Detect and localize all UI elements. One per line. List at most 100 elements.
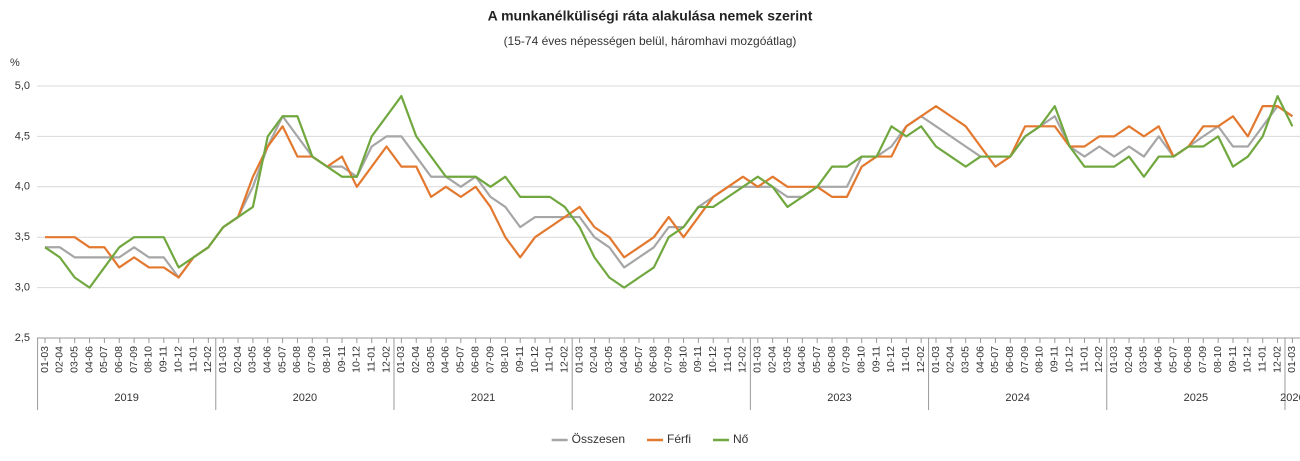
y-tick-label: 3,5 — [15, 231, 30, 243]
x-tick-label: 12-02 — [915, 346, 927, 373]
x-tick-label: 01-03 — [1286, 346, 1298, 373]
y-tick-label: 2,5 — [15, 332, 30, 344]
x-tick-label: 04-06 — [974, 346, 986, 373]
x-tick-label: 05-07 — [98, 346, 110, 373]
x-tick-label: 02-04 — [54, 346, 66, 373]
x-tick-label: 03-05 — [603, 346, 615, 373]
x-tick-label: 07-09 — [306, 346, 318, 373]
x-tick-label: 02-04 — [766, 346, 778, 373]
x-tick-label: 12-02 — [737, 346, 749, 373]
x-tick-label: 07-09 — [1019, 346, 1031, 373]
x-tick-label: 08-10 — [856, 346, 868, 373]
series-line — [44, 94, 1294, 289]
x-tick-label: 04-06 — [796, 346, 808, 373]
x-tick-label: 02-04 — [410, 346, 422, 373]
x-tick-label: 10-12 — [707, 346, 719, 373]
x-tick-label: 03-05 — [425, 346, 437, 373]
year-label: 2021 — [471, 392, 495, 404]
x-tick-label: 09-11 — [514, 346, 526, 372]
x-tick-label: 03-05 — [247, 346, 259, 373]
x-tick-label: 11-01 — [1256, 346, 1268, 372]
x-tick-label: 11-01 — [722, 346, 734, 372]
x-tick-label: 01-03 — [573, 346, 585, 373]
x-tick-label: 06-08 — [648, 346, 660, 373]
y-tick-label: 4,0 — [15, 181, 30, 193]
x-tick-label: 06-08 — [469, 346, 481, 373]
x-tick-label: 12-02 — [1271, 346, 1283, 373]
x-tick-label: 10-12 — [1242, 346, 1254, 373]
x-tick-label: 03-05 — [1138, 346, 1150, 373]
x-tick-label: 05-07 — [276, 346, 288, 373]
x-tick-label: 11-01 — [900, 346, 912, 372]
x-tick-label: 06-08 — [1182, 346, 1194, 373]
x-tick-label: 11-01 — [365, 346, 377, 372]
x-tick-label: 07-09 — [1197, 346, 1209, 373]
x-tick-label: 09-11 — [158, 346, 170, 372]
x-tick-label: 04-06 — [1153, 346, 1165, 373]
x-tick-label: 03-05 — [959, 346, 971, 373]
x-tick-label: 10-12 — [172, 346, 184, 373]
x-tick-label: 01-03 — [39, 346, 51, 373]
x-tick-label: 07-09 — [484, 346, 496, 373]
x-tick-label: 01-03 — [752, 346, 764, 373]
x-tick-label: 08-10 — [143, 346, 155, 373]
y-tick-label: 3,0 — [15, 282, 30, 294]
x-tick-label: 09-11 — [1227, 346, 1239, 372]
x-tick-label: 11-01 — [1078, 346, 1090, 372]
x-tick-label: 04-06 — [618, 346, 630, 373]
year-label: 2026 — [1280, 392, 1300, 404]
x-tick-label: 09-11 — [336, 346, 348, 372]
x-tick-label: 02-04 — [588, 346, 600, 373]
x-tick-label: 04-06 — [83, 346, 95, 373]
y-tick-label: 4,5 — [15, 130, 30, 142]
x-tick-label: 09-11 — [870, 346, 882, 372]
x-tick-label: 11-01 — [544, 346, 556, 372]
x-tick-label: 06-08 — [1004, 346, 1016, 373]
x-tick-label: 09-11 — [692, 346, 704, 372]
x-tick-label: 12-02 — [202, 346, 214, 373]
chart-title: A munkanélküliségi ráta alakulása nemek … — [488, 8, 813, 24]
x-tick-label: 08-10 — [499, 346, 511, 373]
x-tick-label: 06-08 — [113, 346, 125, 373]
x-tick-label: 03-05 — [68, 346, 80, 373]
x-tick-label: 12-02 — [559, 346, 571, 373]
x-tick-label: 01-03 — [930, 346, 942, 373]
x-tick-label: 10-12 — [1063, 346, 1075, 373]
x-tick-label: 10-12 — [351, 346, 363, 373]
x-tick-label: 07-09 — [128, 346, 140, 373]
legend-label: Összesen — [572, 432, 625, 446]
y-unit: % — [10, 57, 20, 69]
year-label: 2024 — [1005, 392, 1029, 404]
x-tick-label: 10-12 — [529, 346, 541, 373]
x-tick-label: 04-06 — [262, 346, 274, 373]
x-tick-label: 09-11 — [1049, 346, 1061, 372]
x-tick-label: 05-07 — [633, 346, 645, 373]
x-tick-label: 02-04 — [945, 346, 957, 373]
year-label: 2022 — [649, 392, 673, 404]
x-tick-label: 02-04 — [232, 346, 244, 373]
x-tick-label: 05-07 — [455, 346, 467, 373]
x-tick-label: 10-12 — [885, 346, 897, 373]
x-tick-label: 01-03 — [217, 346, 229, 373]
x-tick-label: 08-10 — [1034, 346, 1046, 373]
x-tick-label: 12-02 — [1093, 346, 1105, 373]
year-label: 2020 — [293, 392, 317, 404]
x-tick-label: 08-10 — [321, 346, 333, 373]
x-tick-label: 12-02 — [380, 346, 392, 373]
x-tick-label: 04-06 — [440, 346, 452, 373]
legend-label: Nő — [733, 432, 749, 446]
x-tick-label: 03-05 — [781, 346, 793, 373]
x-tick-label: 08-10 — [1212, 346, 1224, 373]
series-line — [45, 105, 1294, 279]
x-tick-label: 06-08 — [291, 346, 303, 373]
x-tick-label: 11-01 — [187, 346, 199, 372]
x-tick-label: 05-07 — [989, 346, 1001, 373]
x-tick-label: 05-07 — [1167, 346, 1179, 373]
x-tick-label: 07-09 — [662, 346, 674, 373]
x-tick-label: 07-09 — [841, 346, 853, 373]
x-tick-label: 08-10 — [677, 346, 689, 373]
x-tick-label: 01-03 — [395, 346, 407, 373]
chart-subtitle: (15-74 éves népességen belül, háromhavi … — [504, 34, 797, 48]
x-tick-label: 01-03 — [1108, 346, 1120, 373]
